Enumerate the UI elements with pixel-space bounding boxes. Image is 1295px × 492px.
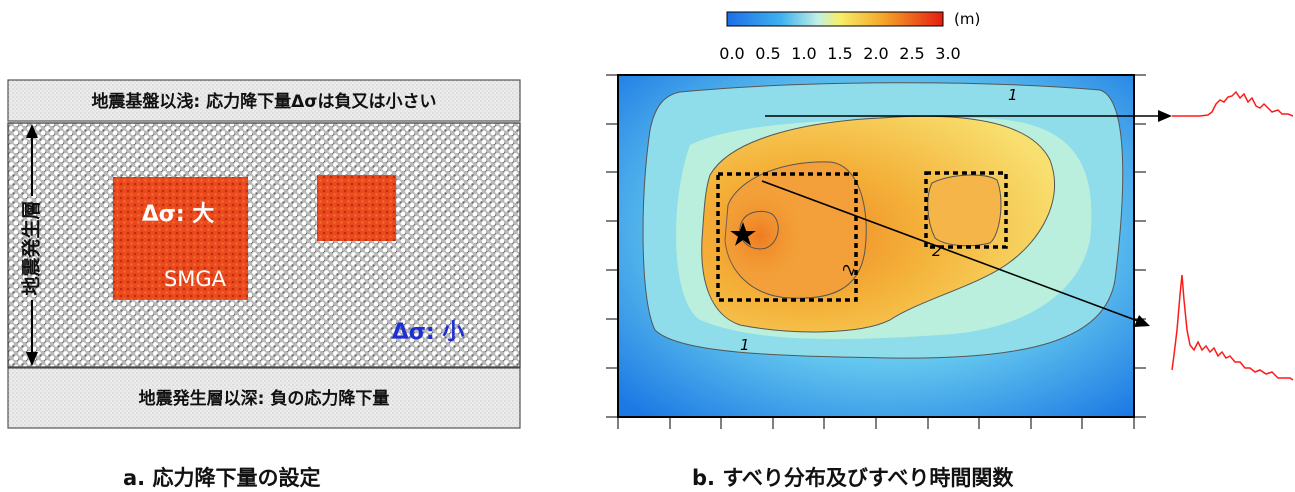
caption-b: b. すべり分布及びすべり時間関数 [692, 466, 1014, 490]
contour-high-core [739, 210, 779, 250]
stf-top-curve [1172, 90, 1294, 117]
colorbar-tick: 0.5 [755, 44, 780, 63]
contour-label: 1 [1008, 86, 1018, 104]
stf-bottom-curve [1171, 274, 1294, 381]
top-band [7, 79, 521, 122]
bottom-band-label: 地震発生層以深: 負の応力降下量 [139, 388, 390, 409]
axis-ticks [606, 74, 1146, 429]
vertical-layer-label: 地震発生層 [20, 200, 43, 295]
hypocenter-star-icon [730, 222, 756, 246]
top-band-label: 地震基盤以浅: 応力降下量Δσは負又は小さい [91, 91, 436, 112]
bottom-band [7, 367, 521, 429]
colorbar-tick: 1.0 [791, 44, 816, 63]
smga-label: SMGA [164, 267, 227, 291]
arrowhead-diag-icon [1134, 315, 1150, 327]
arrow-to-stf-bottom [761, 180, 1139, 322]
large-asperity [113, 177, 248, 300]
colorbar-tick: 3.0 [935, 44, 960, 63]
colorbar-tick: 2.5 [899, 44, 924, 63]
slip-map [618, 75, 1134, 417]
seismogenic-layer [7, 122, 521, 368]
colorbar-tick: 1.5 [827, 44, 852, 63]
background-stress-label: Δσ: 小 [392, 320, 465, 345]
small-asperity [317, 175, 396, 241]
arrowhead-up-icon [26, 124, 38, 138]
colorbar-tick: 2.0 [863, 44, 888, 63]
large-asperity-stress-label: Δσ: 大 [142, 202, 215, 227]
arrowhead-down-icon [26, 352, 38, 366]
contour-2-secondary [927, 174, 1002, 247]
asperity-box-small [924, 171, 1008, 249]
contour-label: 2 [932, 242, 942, 260]
colorbar-ticks: 0.0 0.5 1.0 1.5 2.0 2.5 3.0 [719, 44, 960, 63]
left-panel: 地震基盤以浅: 応力降下量Δσは負又は小さい 地震発生層以深: 負の応力降下量 … [7, 79, 521, 429]
asperity-box-large [716, 172, 858, 302]
contour-label: 1 [740, 336, 750, 354]
colorbar [726, 11, 944, 27]
arrowhead-right-icon [1158, 110, 1172, 122]
right-panel: (m) 0.0 0.5 1.0 1.5 2.0 2.5 3.0 1 1 2 2 [606, 10, 1294, 429]
caption-a: a. 応力降下量の設定 [123, 466, 321, 490]
colorbar-unit: (m) [954, 10, 980, 28]
colorbar-tick: 0.0 [719, 44, 744, 63]
